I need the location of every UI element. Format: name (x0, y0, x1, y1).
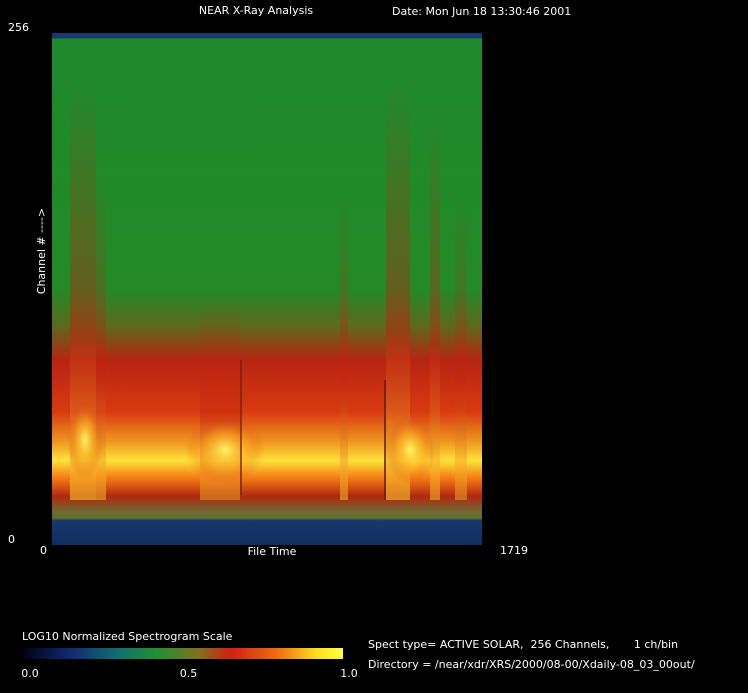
colorbar-tick-label: 0.5 (180, 667, 198, 680)
y-axis-label: Channel # ----> (35, 208, 48, 294)
y-tick-label: 0 (8, 533, 15, 546)
info-text: Spect type= ACTIVE SOLAR, 256 Channels, … (368, 638, 678, 651)
colorbar-tick-label: 0.0 (21, 667, 39, 680)
x-axis-label: File Time (248, 545, 297, 558)
x-tick-label: 1719 (500, 544, 528, 557)
colorbar (22, 648, 343, 659)
y-tick-label: 256 (8, 21, 29, 34)
colorbar-label: LOG10 Normalized Spectrogram Scale (22, 630, 233, 643)
info-text: Directory = /near/xdr/XRS/2000/08-00/Xda… (368, 658, 695, 671)
chart-title: NEAR X-Ray Analysis (199, 4, 314, 17)
x-tick-label: 0 (40, 544, 47, 557)
date-label: Date: Mon Jun 18 13:30:46 2001 (392, 5, 571, 18)
spectrogram-image (52, 33, 482, 545)
colorbar-tick-label: 1.0 (340, 667, 358, 680)
